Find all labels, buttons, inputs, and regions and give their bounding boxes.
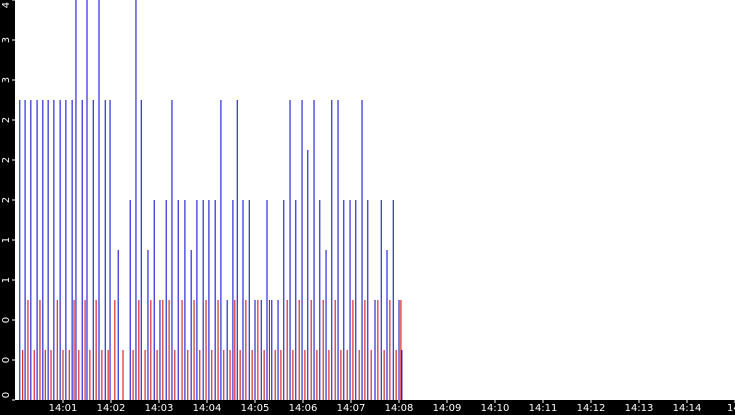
x-axis-band (0, 400, 735, 415)
x-tick-label: 14:02 (97, 403, 126, 414)
y-tick-label: 4 (1, 2, 12, 8)
x-tick-label: 14:07 (337, 403, 366, 414)
y-tick-label: 2 (1, 117, 12, 123)
x-tick-label: 14:10 (481, 403, 510, 414)
x-tick-label: 14:06 (289, 403, 318, 414)
x-tick-label: 14:12 (577, 403, 606, 414)
y-tick-label: 0 (1, 392, 12, 398)
x-tick-label: 14: (727, 403, 735, 414)
x-tick-label: 14:01 (49, 403, 78, 414)
x-tick-label: 14:03 (145, 403, 174, 414)
x-tick-label: 14:08 (385, 403, 414, 414)
x-tick-label: 14:04 (193, 403, 222, 414)
y-tick-label: 3 (1, 77, 12, 83)
x-tick-label: 14:11 (529, 403, 558, 414)
x-tick-label: 14:14 (673, 403, 702, 414)
y-tick-label: 1 (1, 277, 12, 283)
y-tick-label: 3 (1, 37, 12, 43)
y-tick-label: 0 (1, 357, 12, 363)
y-axis-band (0, 0, 15, 415)
x-tick-label: 14:09 (433, 403, 462, 414)
x-tick-label: 14:13 (625, 403, 654, 414)
y-tick-label: 1 (1, 237, 12, 243)
y-tick-label: 0 (1, 317, 12, 323)
y-tick-label: 2 (1, 197, 12, 203)
x-tick-label: 14:05 (241, 403, 270, 414)
y-tick-label: 2 (1, 157, 12, 163)
